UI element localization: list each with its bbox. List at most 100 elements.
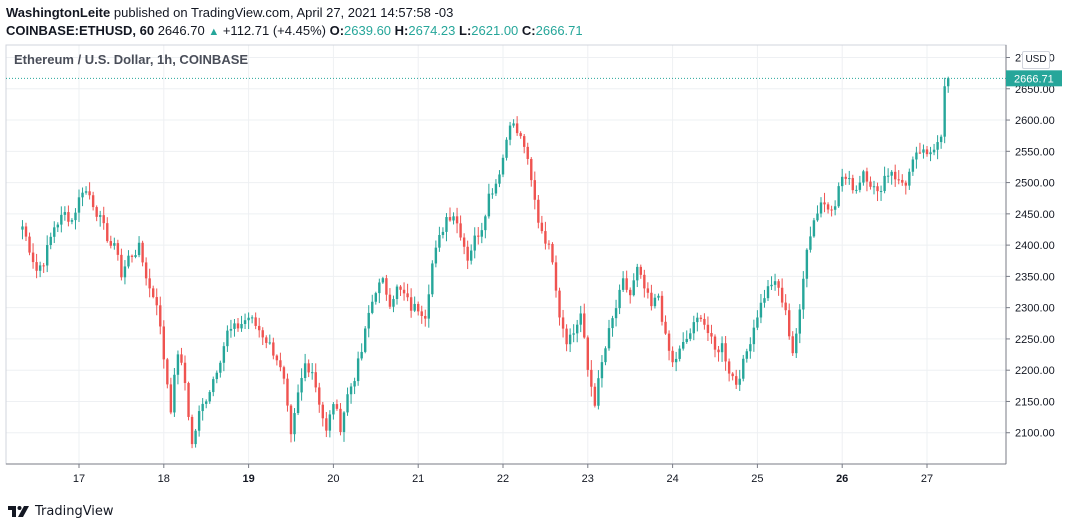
- tradingview-footer[interactable]: TradingView: [8, 501, 114, 521]
- candle-body: [770, 284, 773, 287]
- candle-body: [579, 313, 582, 325]
- candle-body: [756, 317, 759, 328]
- candle-body: [258, 325, 261, 331]
- candle-body: [332, 404, 335, 415]
- author-name[interactable]: WashingtonLeite: [6, 5, 111, 20]
- candle-body: [621, 278, 625, 290]
- candle-body: [908, 171, 911, 186]
- candle-body: [498, 174, 501, 184]
- candle-body: [215, 372, 218, 380]
- candle-body: [409, 297, 413, 311]
- candle-body: [473, 235, 476, 251]
- candle-body: [826, 204, 830, 210]
- candle-body: [240, 323, 243, 329]
- candle-body: [703, 318, 706, 325]
- candle-body: [127, 255, 130, 267]
- candle-body: [639, 266, 642, 275]
- candle-body: [243, 320, 247, 324]
- candle-body: [915, 152, 918, 160]
- x-tick-label: 17: [73, 473, 85, 485]
- candle-body: [236, 323, 240, 329]
- candle-body: [862, 171, 865, 183]
- candle-body: [67, 212, 70, 222]
- candle-body: [618, 289, 621, 309]
- candle-body: [296, 392, 300, 414]
- candle-body: [321, 404, 324, 419]
- candle-body: [300, 377, 303, 393]
- candle-body: [593, 386, 597, 406]
- candle-body: [197, 411, 201, 431]
- candle-body: [558, 290, 561, 318]
- candle-body: [802, 278, 805, 310]
- tradingview-logo-icon: [8, 506, 29, 517]
- candle-body: [505, 139, 508, 158]
- chart-title: Ethereum / U.S. Dollar, 1h, COINBASE: [14, 52, 249, 67]
- candle-body: [364, 328, 367, 352]
- candle-body: [406, 293, 409, 298]
- candle-body: [759, 302, 763, 318]
- candle-body: [342, 412, 346, 433]
- candle-body: [35, 262, 38, 271]
- candle-body: [378, 282, 381, 294]
- candle-body: [395, 286, 399, 300]
- candle-body: [720, 343, 724, 353]
- candle-body: [70, 220, 74, 222]
- candle-body: [717, 349, 720, 353]
- candle-body: [646, 288, 650, 293]
- candle-body: [462, 237, 466, 247]
- candle-body: [795, 333, 798, 354]
- candle-body: [99, 215, 102, 217]
- up-arrow-icon: ▲: [208, 26, 220, 38]
- candle-body: [876, 186, 879, 192]
- candle-body: [547, 243, 551, 245]
- candle-body: [385, 278, 388, 295]
- candle-body: [155, 297, 158, 306]
- close-label: C:: [521, 23, 536, 38]
- candle-body: [420, 311, 423, 316]
- candle-body: [120, 254, 123, 278]
- candle-body: [81, 192, 84, 198]
- candle-body: [911, 159, 915, 172]
- candle-body: [625, 278, 628, 290]
- candle-body: [130, 255, 134, 257]
- candle-body: [791, 336, 794, 354]
- candle-body: [261, 330, 264, 338]
- published-text: published on TradingView.com, April 27, …: [113, 5, 454, 20]
- last-price-badge: [1006, 70, 1062, 87]
- candle-body: [508, 125, 512, 140]
- candle-body: [523, 136, 526, 147]
- candle-body: [427, 294, 430, 319]
- candle-body: [600, 362, 604, 379]
- candle-body: [314, 372, 317, 388]
- candle-body: [519, 133, 522, 137]
- candle-body: [466, 246, 469, 261]
- candle-body: [491, 193, 494, 195]
- candle-body: [632, 280, 635, 296]
- candle-body: [798, 309, 801, 334]
- candle-body: [749, 344, 752, 352]
- candle-body: [53, 227, 56, 237]
- candle-body: [922, 149, 925, 153]
- candle-body: [512, 123, 515, 126]
- candle-body: [286, 378, 289, 406]
- currency-button[interactable]: USD: [1022, 51, 1050, 69]
- candle-body: [696, 317, 699, 323]
- candle-body: [664, 321, 667, 334]
- candle-body: [229, 328, 233, 331]
- y-tick-label: 2500.00: [1015, 178, 1055, 190]
- x-tick-label: 21: [412, 473, 424, 485]
- candle-body: [636, 266, 639, 281]
- candle-body: [56, 224, 59, 228]
- candle-body: [265, 337, 268, 343]
- candle-body: [780, 287, 784, 303]
- candle-body: [657, 295, 660, 298]
- y-tick-label: 2650.00: [1015, 84, 1055, 96]
- candle-body: [565, 328, 568, 345]
- candle-body: [886, 175, 890, 177]
- candle-body: [929, 152, 932, 155]
- candle-body: [699, 317, 703, 319]
- candle-body: [106, 223, 109, 242]
- candle-body: [706, 324, 710, 334]
- candle-body: [74, 212, 77, 221]
